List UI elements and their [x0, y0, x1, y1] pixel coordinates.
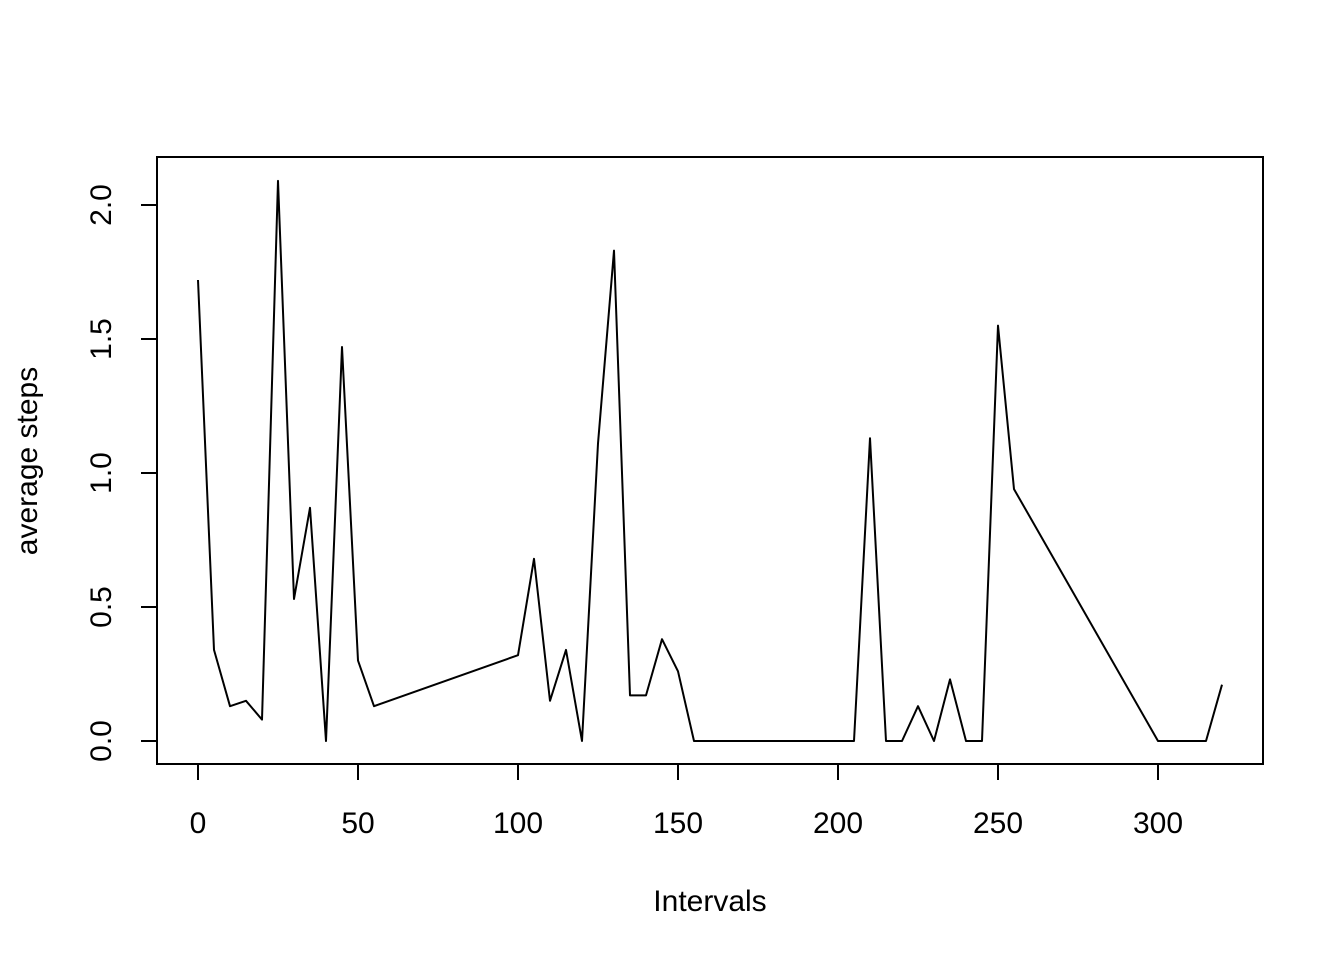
y-tick-label: 0.5 — [85, 586, 118, 628]
y-tick-label: 1.5 — [85, 318, 118, 360]
y-tick-label: 2.0 — [85, 184, 118, 226]
x-axis-title: Intervals — [653, 885, 766, 918]
x-tick-label: 0 — [190, 807, 207, 840]
x-tick-label: 250 — [973, 807, 1023, 840]
x-tick-label: 200 — [813, 807, 863, 840]
y-tick-label: 0.0 — [85, 720, 118, 762]
x-tick-label: 100 — [493, 807, 543, 840]
x-tick-label: 150 — [653, 807, 703, 840]
y-tick-label: 1.0 — [85, 452, 118, 494]
y-axis: 0.0 0.5 1.0 1.5 2.0 — [85, 184, 158, 762]
x-axis: 0 50 100 150 200 250 300 — [190, 763, 1183, 840]
x-tick-label: 50 — [341, 807, 374, 840]
plot-frame — [156, 156, 1264, 765]
x-tick-label: 300 — [1133, 807, 1183, 840]
y-axis-title: average steps — [11, 367, 44, 555]
series-line — [197, 179, 1223, 742]
